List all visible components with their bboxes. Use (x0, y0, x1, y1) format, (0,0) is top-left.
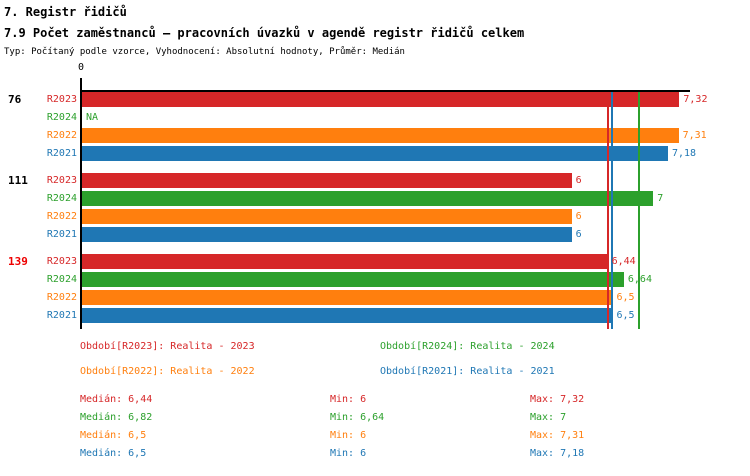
legend-item-r2022: Období[R2022]: Realita - 2022 (80, 366, 255, 377)
bar-track: NA (82, 110, 690, 125)
bar-value-label: 6 (575, 229, 582, 240)
bar-row: R2021 6 (0, 227, 750, 242)
stat-max: Max: 7,31 (530, 430, 585, 441)
series-label: R2024 (46, 193, 77, 204)
bar-value-label: 7,32 (683, 94, 708, 105)
bar-track: 6 (82, 227, 690, 242)
bar-r2021 (82, 227, 572, 242)
bar-r2024 (82, 191, 654, 206)
bar-value-label: 7 (657, 193, 664, 204)
bar-value-label: 6,5 (616, 292, 635, 303)
stat-max: Max: 7,32 (530, 394, 585, 405)
series-label: R2022 (46, 292, 77, 303)
legend-item-r2024: Období[R2024]: Realita - 2024 (380, 341, 555, 352)
bar-value-label: 6,44 (611, 256, 636, 267)
chart-groups: 76 R2023 7,32 R2024 NA R2022 7,31 R2021 7,18 111 R… (0, 92, 750, 323)
median-line-r2023 (607, 92, 609, 329)
bar-track: 6,5 (82, 308, 690, 323)
y-axis-line (80, 78, 82, 329)
bar-track: 6,44 (82, 254, 690, 269)
stats-row-r2024: Medián: 6,82 Min: 6,64 Max: 7 (80, 412, 584, 423)
chart-group-76: 76 R2023 7,32 R2024 NA R2022 7,31 R2021 7,18 (0, 92, 750, 161)
bar-row: R2021 7,18 (0, 146, 750, 161)
stat-median: Medián: 6,44 (80, 394, 153, 405)
bar-row: R2022 7,31 (0, 128, 750, 143)
chart-meta: Typ: Počítaný podle vzorce, Vyhodnocení:… (4, 47, 405, 57)
series-label: R2023 (46, 175, 77, 186)
legend-item-r2023: Období[R2023]: Realita - 2023 (80, 341, 255, 352)
stat-min: Min: 6 (330, 430, 367, 441)
stat-max: Max: 7,18 (530, 448, 585, 459)
stats-table: Medián: 6,44 Min: 6 Max: 7,32 Medián: 6,… (80, 394, 584, 466)
bar-value-label: 6 (575, 211, 582, 222)
bar-r2023 (82, 92, 680, 107)
bar-row: 139 R2023 6,44 (0, 254, 750, 269)
series-label: R2021 (46, 229, 77, 240)
stat-median: Medián: 6,82 (80, 412, 153, 423)
bar-track: 6 (82, 173, 690, 188)
stat-median: Medián: 6,5 (80, 448, 147, 459)
legend: Období[R2023]: Realita - 2023 Období[R20… (80, 341, 555, 377)
bar-row: R2022 6,5 (0, 290, 750, 305)
bar-r2022 (82, 290, 613, 305)
bar-track: 7,32 (82, 92, 707, 107)
stat-min: Min: 6 (330, 448, 367, 459)
series-label: R2024 (46, 112, 77, 123)
bar-r2021 (82, 308, 613, 323)
page-title: 7. Registr řidičů (4, 5, 127, 19)
stat-max: Max: 7 (530, 412, 567, 423)
bar-row: 111 R2023 6 (0, 173, 750, 188)
series-label: R2023 (46, 256, 77, 267)
bar-row: R2022 6 (0, 209, 750, 224)
bar-r2021 (82, 146, 668, 161)
chart-group-139: 139 R2023 6,44 R2024 6,64 R2022 6,5 R2021 6,5 (0, 254, 750, 323)
stats-row-r2021: Medián: 6,5 Min: 6 Max: 7,18 (80, 448, 584, 459)
median-line-r2024 (638, 92, 640, 329)
stat-min: Min: 6 (330, 394, 367, 405)
bar-track: 6,5 (82, 290, 690, 305)
group-label: 139 (8, 255, 28, 268)
bar-value-label: 7,18 (671, 148, 697, 159)
series-label: R2021 (46, 310, 77, 321)
series-label: R2023 (46, 94, 77, 105)
stat-min: Min: 6,64 (330, 412, 385, 423)
bar-value-label: 6 (575, 175, 582, 186)
bar-r2023 (82, 254, 608, 269)
chart-group-111: 111 R2023 6 R2024 7 R2022 6 R2021 6 (0, 173, 750, 242)
bar-row: 76 R2023 7,32 (0, 92, 750, 107)
bar-r2024 (82, 272, 624, 287)
bar-value-label: 7,31 (682, 130, 707, 141)
median-line-r2021 (611, 92, 613, 329)
group-label: 76 (8, 93, 22, 106)
bar-track: 6,64 (82, 272, 690, 287)
bar-row: R2024 NA (0, 110, 750, 125)
stats-row-r2023: Medián: 6,44 Min: 6 Max: 7,32 (80, 394, 584, 405)
legend-item-r2021: Období[R2021]: Realita - 2021 (380, 366, 555, 377)
bar-value-label: 6,5 (616, 310, 635, 321)
bar-track: 6 (82, 209, 690, 224)
group-label: 111 (8, 174, 28, 187)
x-axis-line (80, 90, 690, 92)
bar-r2022 (82, 128, 679, 143)
x-axis-origin-label: 0 (77, 62, 85, 73)
bar-row: R2024 6,64 (0, 272, 750, 287)
chart-title: 7.9 Počet zaměstnanců – pracovních úvazk… (4, 26, 525, 40)
bar-track: 7,18 (82, 146, 696, 161)
bar-value-label: NA (86, 112, 99, 123)
bar-track: 7 (82, 191, 690, 206)
series-label: R2022 (46, 211, 77, 222)
bar-value-label: 6,64 (627, 274, 652, 285)
bar-r2023 (82, 173, 572, 188)
stats-row-r2022: Medián: 6,5 Min: 6 Max: 7,31 (80, 430, 584, 441)
series-label: R2024 (46, 274, 77, 285)
series-label: R2022 (46, 130, 77, 141)
series-label: R2021 (46, 148, 77, 159)
bar-track: 7,31 (82, 128, 707, 143)
bar-r2022 (82, 209, 572, 224)
bar-row: R2021 6,5 (0, 308, 750, 323)
bar-row: R2024 7 (0, 191, 750, 206)
stat-median: Medián: 6,5 (80, 430, 147, 441)
